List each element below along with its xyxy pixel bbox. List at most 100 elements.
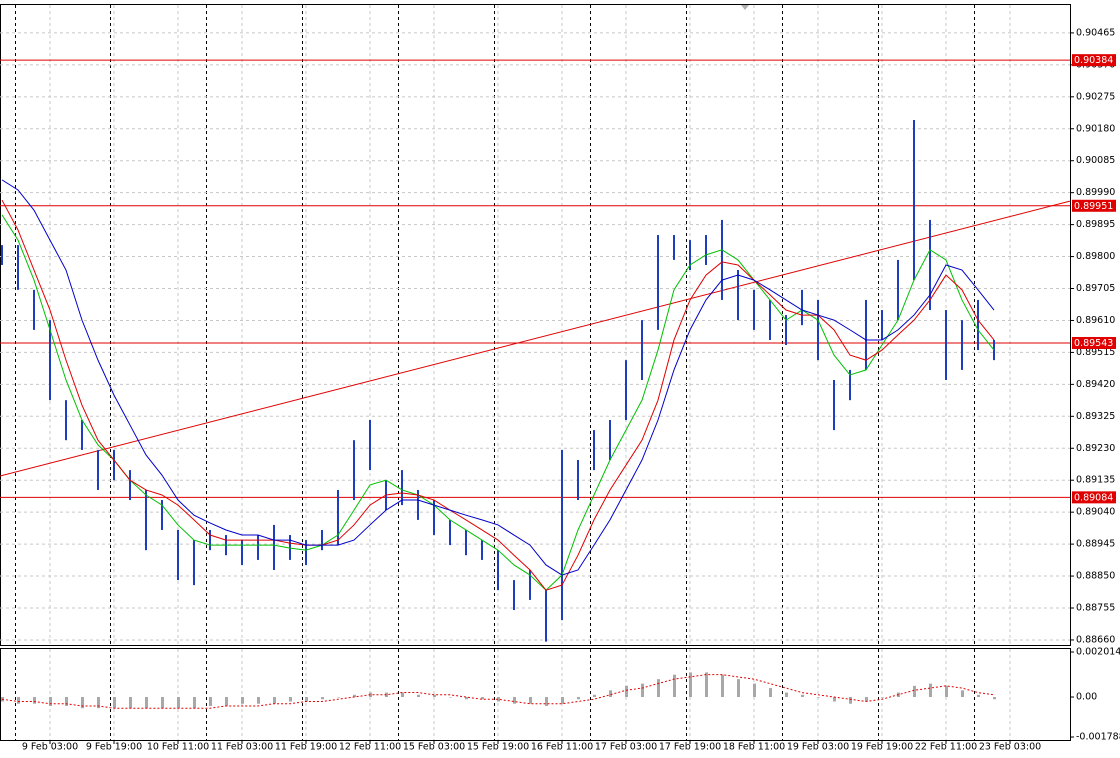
y-tick-label: 0.88945 — [1076, 539, 1115, 550]
histogram-bar — [145, 697, 148, 709]
histogram-bar — [497, 697, 500, 702]
histogram-bar — [33, 697, 36, 704]
histogram-bar — [481, 697, 484, 700]
y-tick-label: 0.89895 — [1076, 219, 1115, 230]
histogram-bar — [337, 697, 340, 698]
level-tag — [1072, 54, 1116, 67]
histogram-bar — [625, 685, 628, 698]
histogram-bar — [561, 697, 564, 704]
histogram-bar — [353, 694, 356, 698]
histogram-bar — [801, 694, 804, 698]
histogram-bar — [545, 697, 548, 706]
histogram-bar — [705, 672, 708, 698]
histogram-bar — [737, 679, 740, 698]
histogram-bar — [609, 690, 612, 698]
histogram-bar — [65, 697, 68, 706]
histogram-bar — [945, 685, 948, 698]
x-tick-label: 23 Feb 03:00 — [979, 742, 1041, 753]
histogram-bar — [833, 697, 836, 702]
y2-tick-label: 0.002014 — [1076, 647, 1120, 658]
histogram-bar — [753, 683, 756, 698]
histogram-bar — [129, 697, 132, 709]
histogram-bar — [193, 697, 196, 709]
histogram-bar — [369, 692, 372, 698]
histogram-bar — [401, 692, 404, 698]
y-tick-label: 0.89135 — [1076, 475, 1115, 486]
y-tick-label: 0.89990 — [1076, 187, 1115, 198]
x-tick-label: 17 Feb 19:00 — [659, 742, 721, 753]
shift-marker — [741, 5, 749, 10]
level-tag — [1072, 336, 1116, 349]
histogram-bar — [673, 674, 676, 698]
y-tick-label: 0.88850 — [1076, 571, 1115, 582]
y-tick-label: 0.90465 — [1076, 27, 1115, 38]
x-tick-label: 11 Feb 19:00 — [275, 742, 337, 753]
y-tick-label: 0.89040 — [1076, 507, 1115, 518]
x-tick-label: 12 Feb 11:00 — [339, 742, 401, 753]
histogram-bar — [209, 697, 212, 706]
histogram-bar — [81, 697, 84, 709]
y-tick-label: 0.89515 — [1076, 347, 1115, 358]
y-tick-label: 0.89230 — [1076, 443, 1115, 454]
histogram-bar — [257, 697, 260, 704]
x-tick-label: 17 Feb 03:00 — [595, 742, 657, 753]
histogram-bar — [865, 697, 868, 702]
y-tick-label: 0.89800 — [1076, 251, 1115, 262]
histogram-bar — [785, 692, 788, 698]
y-tick-label: 0.89705 — [1076, 283, 1115, 294]
x-tick-label: 22 Feb 11:00 — [915, 742, 977, 753]
x-tick-label: 15 Feb 03:00 — [403, 742, 465, 753]
x-tick-label: 10 Feb 11:00 — [147, 742, 209, 753]
moving-average — [1, 199, 995, 591]
x-tick-label: 9 Feb 19:00 — [86, 742, 142, 753]
histogram-bar — [849, 697, 852, 704]
level-label: 0.89084 — [1074, 492, 1113, 503]
histogram-bar — [929, 683, 932, 698]
histogram-bar — [817, 697, 820, 698]
histogram-bar — [449, 697, 452, 698]
histogram-bar — [17, 697, 20, 704]
histogram-bar — [321, 697, 324, 700]
level-label: 0.89543 — [1074, 338, 1113, 349]
y-tick-label: 0.90085 — [1076, 155, 1115, 166]
histogram-bar — [977, 694, 980, 698]
y-tick-label: 0.89610 — [1076, 315, 1115, 326]
histogram-bar — [417, 694, 420, 698]
x-tick-label: 16 Feb 11:00 — [531, 742, 593, 753]
histogram-bar — [881, 697, 884, 698]
x-tick-label: 15 Feb 19:00 — [467, 742, 529, 753]
y-tick-label: 0.88755 — [1076, 603, 1115, 614]
moving-average — [1, 214, 995, 591]
trendline — [0, 200, 1071, 477]
moving-average — [1, 179, 995, 576]
histogram-bar — [225, 697, 228, 706]
y-tick-label: 0.90180 — [1076, 123, 1115, 134]
x-tick-label: 11 Feb 03:00 — [211, 742, 273, 753]
y2-tick-label: -0.001788 — [1076, 732, 1120, 743]
histogram-bar — [97, 697, 100, 709]
histogram-bar — [273, 697, 276, 704]
x-tick-label: 19 Feb 19:00 — [851, 742, 913, 753]
histogram-bar — [433, 694, 436, 698]
histogram-bar — [657, 679, 660, 698]
y-tick-label: 0.89420 — [1076, 379, 1115, 390]
histogram-bar — [961, 690, 964, 698]
histogram-bar — [49, 697, 52, 706]
level-tag — [1072, 491, 1116, 504]
histogram-bar — [721, 674, 724, 698]
level-label: 0.89951 — [1074, 201, 1113, 212]
histogram-bar — [241, 697, 244, 704]
histogram-bar — [289, 697, 292, 702]
histogram-bar — [641, 683, 644, 698]
histogram-bar — [529, 697, 532, 704]
histogram-bar — [305, 697, 308, 702]
y-tick-label: 0.88660 — [1076, 634, 1115, 645]
y2-tick-label: 0.00 — [1076, 692, 1097, 703]
histogram-bar — [177, 697, 180, 709]
x-tick-label: 18 Feb 11:00 — [723, 742, 785, 753]
indicator-window — [0, 648, 1071, 741]
level-tag — [1072, 199, 1116, 212]
